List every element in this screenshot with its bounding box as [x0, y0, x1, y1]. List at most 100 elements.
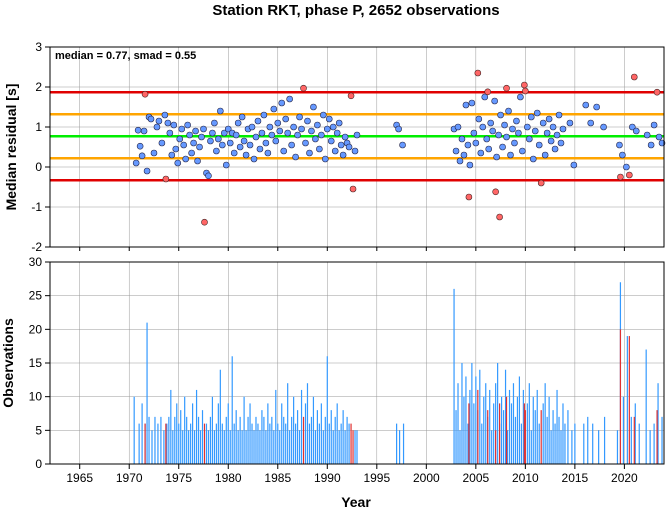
residual-point	[643, 131, 651, 139]
residual-point	[593, 103, 600, 111]
residual-point	[529, 155, 537, 163]
residual-point	[351, 147, 359, 155]
year-tick-label: 2000	[413, 471, 440, 485]
residual-point	[143, 167, 151, 175]
residual-point	[296, 113, 303, 121]
residual-point	[262, 139, 270, 147]
residual-y-axis-label: Median residual [s]	[3, 84, 19, 211]
residual-stats-annotation: median = 0.77, smad = 0.55	[55, 50, 196, 62]
residual-point	[322, 155, 329, 163]
residual-point	[524, 123, 531, 131]
residual-y-tick-label: 2	[35, 80, 42, 94]
residual-y-tick-label: 3	[35, 40, 42, 54]
residual-point	[236, 143, 244, 151]
observations-y-tick-label: 0	[35, 457, 42, 471]
residual-point	[587, 119, 595, 127]
residual-point	[234, 119, 242, 127]
residual-point	[519, 147, 526, 155]
residual-y-tick-label: -2	[31, 240, 42, 254]
residual-point	[288, 141, 295, 149]
residual-outlier-point	[162, 175, 170, 183]
residual-point	[650, 121, 658, 129]
residual-point	[472, 139, 480, 147]
residual-point	[224, 125, 232, 133]
residual-point	[172, 145, 180, 153]
residual-outlier-point	[492, 188, 499, 196]
residual-point	[282, 115, 289, 123]
residual-point	[600, 123, 607, 131]
residual-outlier-point	[465, 193, 473, 201]
residual-outlier-point	[537, 179, 545, 187]
residual-point	[503, 133, 510, 141]
residual-point	[310, 103, 317, 111]
residual-point	[132, 159, 140, 167]
residual-y-ticks: -2 -1 0 1 2 3	[31, 40, 625, 254]
residual-point	[292, 153, 299, 161]
residual-point	[170, 121, 178, 129]
residual-point	[323, 125, 331, 133]
residual-point	[553, 131, 561, 139]
residual-point	[256, 145, 264, 153]
residual-point	[168, 151, 176, 159]
residual-point	[527, 113, 535, 121]
residual-reference-lines	[50, 90, 664, 182]
residual-point	[248, 123, 256, 131]
residual-point	[298, 125, 305, 133]
residual-point	[196, 143, 203, 151]
residual-point	[211, 119, 218, 127]
residual-point	[582, 101, 590, 109]
residual-point	[174, 159, 182, 167]
year-tick-label: 1975	[165, 471, 192, 485]
residual-point	[166, 129, 174, 137]
residual-point	[238, 113, 246, 121]
residual-point	[505, 107, 512, 115]
residual-point	[230, 149, 238, 157]
residual-point	[258, 129, 266, 137]
residual-point	[161, 111, 169, 119]
residual-point	[232, 131, 240, 139]
residual-point	[286, 95, 293, 103]
residual-point	[497, 111, 504, 119]
residual-point	[242, 151, 250, 159]
residual-point	[515, 129, 522, 137]
residual-point	[535, 141, 543, 149]
residual-point	[294, 131, 301, 139]
residual-point	[481, 93, 489, 101]
observations-plot-frame	[49, 261, 665, 465]
residual-y-tick-label: 0	[35, 160, 42, 174]
year-tick-label: 1995	[363, 471, 390, 485]
residual-point	[308, 127, 315, 135]
residual-point	[138, 152, 146, 160]
residual-point	[511, 139, 518, 147]
residual-point	[499, 143, 506, 151]
residual-point	[158, 139, 166, 147]
residual-point	[272, 137, 280, 145]
year-tick-label: 2010	[512, 471, 539, 485]
residual-point	[339, 151, 347, 159]
residual-point	[533, 109, 541, 117]
residual-point	[260, 111, 268, 119]
residual-point	[460, 151, 468, 159]
residual-point	[475, 115, 483, 123]
residual-point	[452, 147, 460, 155]
residual-point	[222, 161, 230, 169]
residual-point	[570, 161, 578, 169]
residual-outlier-point	[347, 92, 355, 100]
residual-point	[178, 125, 186, 133]
residual-point	[192, 127, 199, 135]
residual-point	[513, 117, 520, 125]
residual-plot-frame	[49, 46, 665, 248]
year-tick-label: 2020	[611, 471, 638, 485]
residual-point	[632, 127, 640, 135]
residual-point	[213, 147, 220, 155]
residual-point	[284, 129, 291, 137]
residual-point	[566, 119, 574, 127]
residual-outlier-point	[349, 185, 357, 193]
year-tick-label: 2015	[562, 471, 589, 485]
residual-point	[250, 155, 258, 163]
residual-point	[545, 115, 553, 123]
residual-point	[619, 151, 626, 159]
residual-point	[176, 135, 184, 143]
residual-point	[200, 125, 207, 133]
year-tick-label: 1965	[66, 471, 93, 485]
